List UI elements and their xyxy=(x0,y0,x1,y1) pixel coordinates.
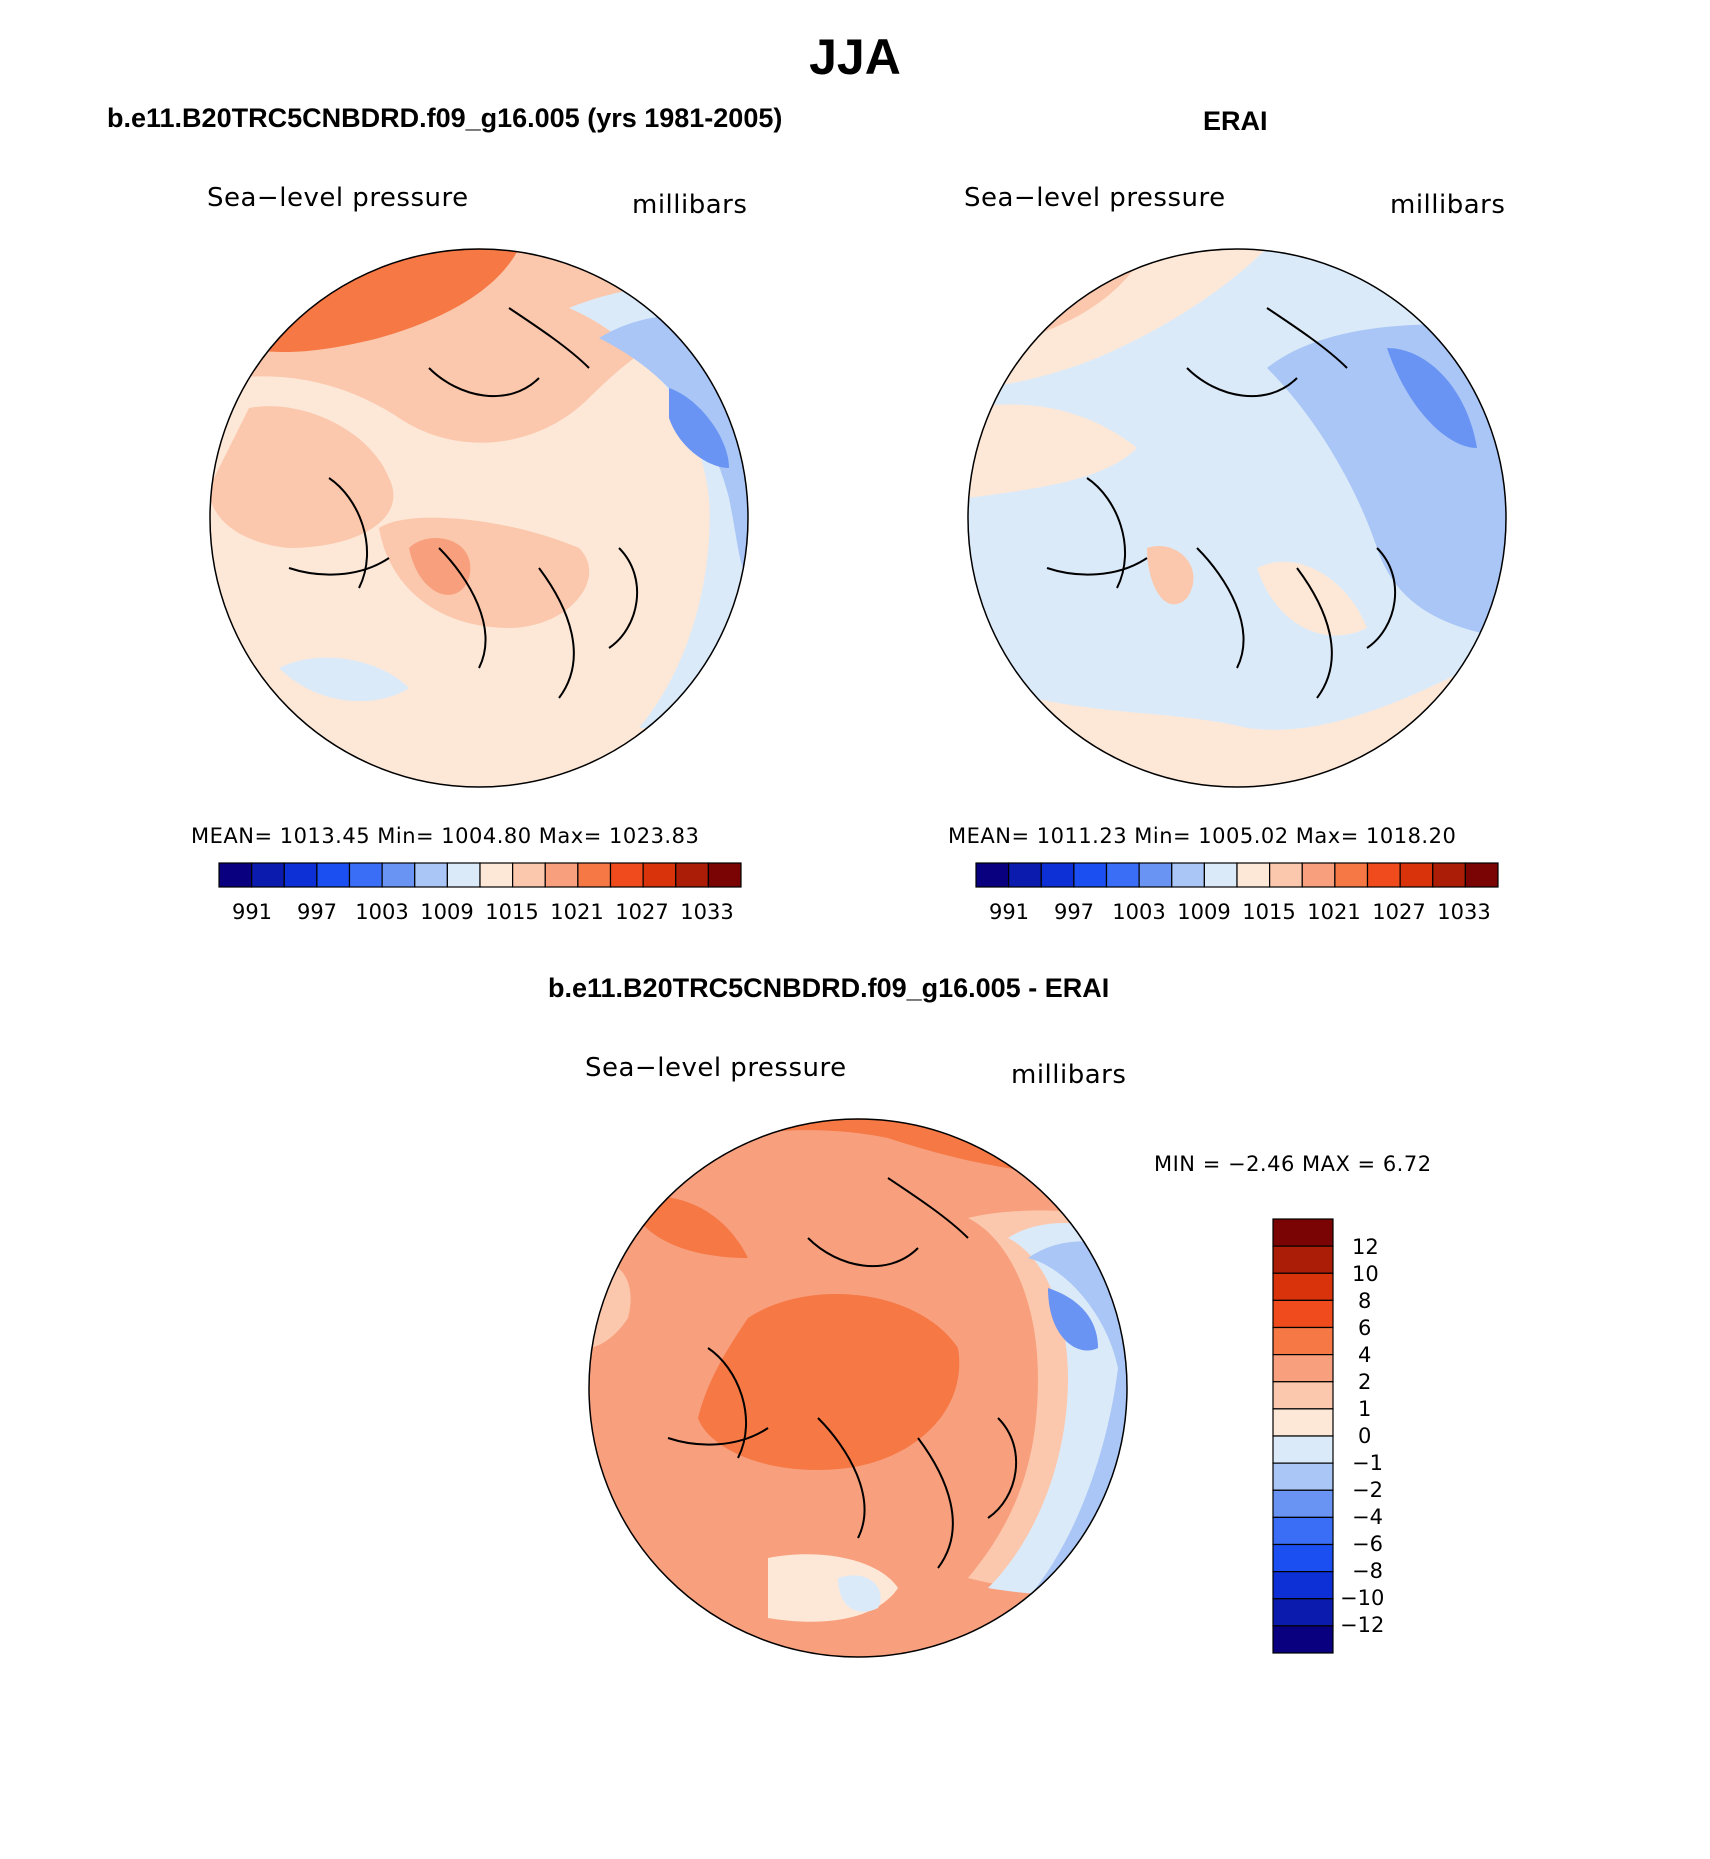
cbar-erai-box xyxy=(1073,862,1108,888)
cbar-model-box xyxy=(577,862,612,888)
cbar-erai-box xyxy=(1399,862,1434,888)
cbar-diff-tick: 4 xyxy=(1358,1343,1372,1367)
cbar-model-box xyxy=(381,862,416,888)
cbar-erai-box xyxy=(1334,862,1369,888)
cbar-diff-tick: −1 xyxy=(1352,1451,1383,1475)
cbar-diff-tick: −12 xyxy=(1340,1613,1385,1637)
cbar-diff-tick: −10 xyxy=(1340,1586,1385,1610)
cbar-diff-tick: 8 xyxy=(1358,1289,1372,1313)
cbar-erai-box xyxy=(1171,862,1205,888)
cbar-model-box xyxy=(675,862,709,888)
cbar-erai-tick: 1021 xyxy=(1307,900,1361,924)
cbar-erai-box xyxy=(1236,862,1271,888)
cbar-diff-box xyxy=(1272,1462,1334,1491)
cbar-model-tick: 1033 xyxy=(680,900,734,924)
cbar-model-box xyxy=(414,862,448,888)
cbar-diff-box xyxy=(1272,1571,1334,1600)
units-label-model: millibars xyxy=(632,190,748,220)
cbar-diff-box xyxy=(1272,1625,1334,1654)
cbar-model-tick: 1009 xyxy=(420,900,474,924)
cbar-erai-box xyxy=(1464,862,1499,888)
cbar-model-box xyxy=(316,862,351,888)
cbar-erai-box xyxy=(1366,862,1401,888)
cbar-diff-tick: 12 xyxy=(1352,1235,1379,1259)
cbar-diff-box xyxy=(1272,1408,1334,1437)
cbar-diff-box xyxy=(1272,1381,1334,1410)
cbar-diff-tick: −2 xyxy=(1352,1478,1383,1502)
cbar-erai-box xyxy=(1105,862,1140,888)
variable-label-erai: Sea−level pressure xyxy=(964,183,1226,213)
cbar-model-box xyxy=(642,862,677,888)
cbar-diff-box xyxy=(1272,1489,1334,1518)
cbar-model-tick: 997 xyxy=(296,900,338,924)
cbar-model-box xyxy=(544,862,579,888)
units-label-erai: millibars xyxy=(1390,190,1506,220)
cbar-diff-box xyxy=(1272,1245,1334,1274)
units-label-difference: millibars xyxy=(1011,1060,1127,1090)
cbar-model-tick: 1021 xyxy=(550,900,604,924)
cbar-diff-box xyxy=(1272,1543,1334,1573)
cbar-erai-tick: 1033 xyxy=(1437,900,1491,924)
cbar-erai-box xyxy=(1301,862,1336,888)
cbar-model-box xyxy=(218,862,253,888)
cbar-erai-box xyxy=(1040,862,1075,888)
cbar-model-box xyxy=(479,862,514,888)
cbar-erai-tick: 997 xyxy=(1053,900,1095,924)
cbar-erai-tick: 1027 xyxy=(1372,900,1426,924)
cbar-erai-box xyxy=(1432,862,1466,888)
cbar-erai-box xyxy=(1008,862,1042,888)
cbar-diff-tick: −8 xyxy=(1352,1559,1383,1583)
stats-model: MEAN= 1013.45 Min= 1004.80 Max= 1023.83 xyxy=(191,824,700,848)
cbar-diff-box xyxy=(1272,1272,1334,1301)
colorbar-difference xyxy=(1272,1218,1334,1654)
cbar-model-box xyxy=(348,862,383,888)
cbar-diff-box xyxy=(1272,1516,1334,1546)
cbar-model-box xyxy=(609,862,644,888)
cbar-diff-box xyxy=(1272,1598,1334,1627)
cbar-diff-box xyxy=(1272,1435,1334,1464)
cbar-erai-box xyxy=(1269,862,1303,888)
cbar-diff-box xyxy=(1272,1326,1334,1356)
cbar-erai-tick: 991 xyxy=(988,900,1030,924)
cbar-model-tick: 1027 xyxy=(615,900,669,924)
cbar-model-box xyxy=(512,862,546,888)
cbar-diff-tick: 6 xyxy=(1358,1316,1372,1340)
cbar-diff-box xyxy=(1272,1218,1334,1247)
cbar-diff-tick: 10 xyxy=(1352,1262,1379,1286)
variable-label-model: Sea−level pressure xyxy=(207,183,469,213)
cbar-erai-tick: 1003 xyxy=(1112,900,1166,924)
map-model xyxy=(209,248,749,788)
cbar-diff-tick: −6 xyxy=(1352,1532,1383,1556)
cbar-model-tick: 1015 xyxy=(485,900,539,924)
colorbar-model xyxy=(218,862,742,888)
cbar-model-box xyxy=(283,862,318,888)
variable-label-difference: Sea−level pressure xyxy=(585,1053,847,1083)
cbar-erai-tick: 1009 xyxy=(1177,900,1231,924)
cbar-model-box xyxy=(446,862,481,888)
panel-title-difference: b.e11.B20TRC5CNBDRD.f09_g16.005 - ERAI xyxy=(548,973,1110,1003)
cbar-diff-tick: 1 xyxy=(1358,1397,1372,1421)
cbar-erai-tick: 1015 xyxy=(1242,900,1296,924)
cbar-model-box xyxy=(251,862,285,888)
figure-title: JJA xyxy=(809,29,901,85)
cbar-diff-tick: 0 xyxy=(1358,1424,1372,1448)
cbar-diff-box xyxy=(1272,1354,1334,1383)
cbar-diff-box xyxy=(1272,1299,1334,1329)
cbar-diff-tick: −4 xyxy=(1352,1505,1383,1529)
cbar-erai-box xyxy=(975,862,1010,888)
map-erai xyxy=(967,248,1507,788)
cbar-diff-tick: 2 xyxy=(1358,1370,1372,1394)
map-difference xyxy=(588,1118,1128,1658)
panel-title-erai: ERAI xyxy=(1203,106,1268,136)
cbar-model-tick: 991 xyxy=(231,900,273,924)
cbar-erai-box xyxy=(1138,862,1173,888)
colorbar-erai xyxy=(975,862,1499,888)
panel-title-model: b.e11.B20TRC5CNBDRD.f09_g16.005 (yrs 198… xyxy=(107,103,783,133)
stats-erai: MEAN= 1011.23 Min= 1005.02 Max= 1018.20 xyxy=(948,824,1457,848)
cbar-model-tick: 1003 xyxy=(355,900,409,924)
stats-difference: MIN = −2.46 MAX = 6.72 xyxy=(1154,1152,1432,1176)
cbar-erai-box xyxy=(1203,862,1238,888)
cbar-model-box xyxy=(707,862,742,888)
